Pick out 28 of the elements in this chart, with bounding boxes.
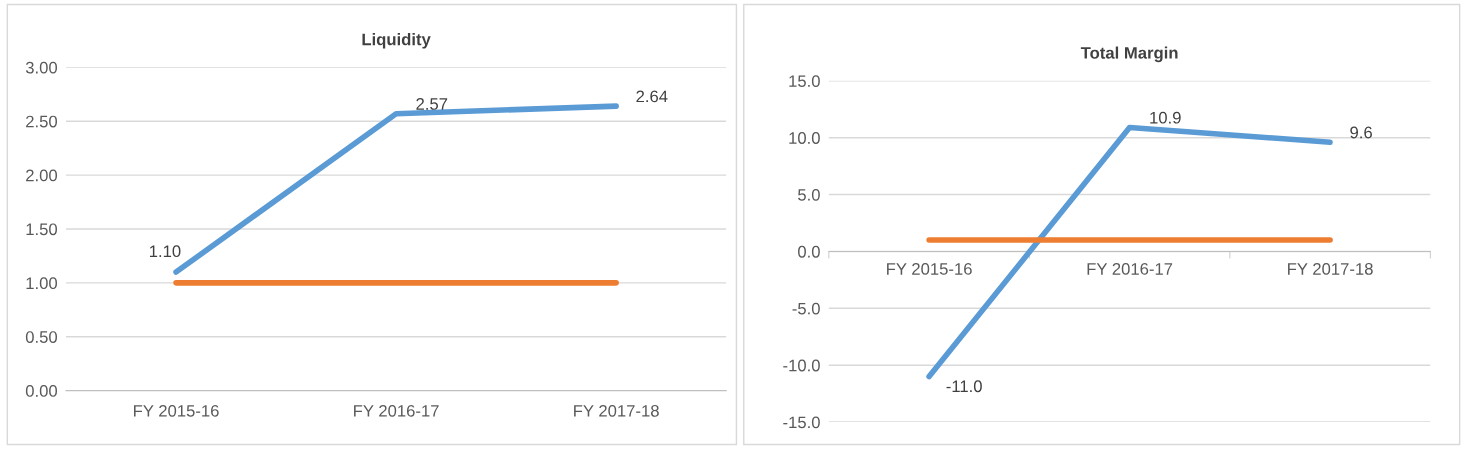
y-tick-label: 0.00: [25, 385, 58, 397]
chart-title: Liquidity: [362, 33, 431, 49]
y-tick-label: -10.0: [783, 359, 820, 372]
y-tick-label: 1.00: [26, 277, 58, 290]
chart-title: Total Margin: [1080, 46, 1178, 63]
y-tick-label: 1.50: [26, 223, 58, 236]
x-tick-label: FY 2015-16: [887, 262, 972, 275]
data-label: 2.57: [416, 98, 448, 110]
x-tick-label: FY 2017-18: [574, 404, 659, 417]
data-label: 10.9: [1150, 111, 1181, 124]
y-tick-label: 0.50: [25, 331, 58, 343]
y-tick-label: 0.0: [798, 245, 820, 258]
x-tick-label: FY 2015-16: [134, 404, 219, 417]
y-tick-label: 2.50: [26, 115, 58, 128]
y-tick-label: -5.0: [792, 302, 820, 315]
data-label: 2.64: [636, 90, 668, 103]
y-tick-label: 3.00: [25, 61, 58, 74]
x-tick-label: FY 2016-17: [1087, 262, 1173, 275]
y-tick-label: -15.0: [783, 416, 820, 429]
x-tick-label: FY 2017-18: [1288, 262, 1373, 275]
data-label: 9.6: [1350, 126, 1372, 139]
y-tick-label: 10.0: [789, 132, 820, 144]
y-tick-label: 15.0: [789, 75, 820, 88]
x-tick-label: FY 2016-17: [354, 404, 439, 417]
data-label: -11.0: [946, 380, 982, 393]
data-label: 1.10: [149, 245, 181, 258]
y-tick-label: 5.0: [798, 188, 820, 201]
y-tick-label: 2.00: [26, 169, 58, 182]
